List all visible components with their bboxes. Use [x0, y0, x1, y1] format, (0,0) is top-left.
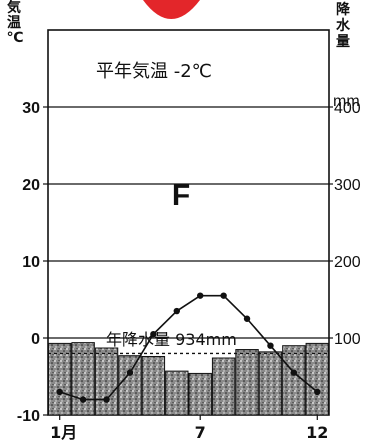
precipitation-bar: [118, 355, 142, 416]
mean-temperature-annotation: 平年気温 -2℃: [96, 61, 212, 82]
header-circle-fragment: [143, 0, 200, 19]
left-tick-label: 30: [22, 100, 40, 117]
plot-frame: [47, 29, 330, 416]
temperature-point: [197, 292, 204, 299]
precipitation-bar: [71, 342, 95, 416]
temperature-point: [243, 315, 251, 322]
temperature-point: [79, 396, 87, 403]
left-tick-label: -10: [17, 408, 40, 425]
left-axis-ticks: 30 20 10 0 -10: [17, 100, 48, 425]
right-axis-label-1: 降: [336, 1, 351, 18]
gridlines: [48, 106, 329, 339]
temperature-point: [150, 330, 157, 338]
precipitation-bar: [48, 342, 72, 416]
left-tick-label: 0: [31, 331, 40, 348]
temperature-point: [56, 388, 63, 396]
precipitation-bar: [141, 355, 166, 416]
left-axis-label-3: ℃: [7, 30, 24, 46]
temperature-point: [290, 369, 298, 376]
right-axis-ticks: 400 300 200 100: [329, 100, 361, 348]
annual-precipitation-annotation: 年降水量 934mm: [106, 330, 237, 349]
precipitation-bar: [235, 349, 259, 416]
precipitation-bar: [282, 345, 306, 416]
temperature-point: [173, 307, 180, 315]
x-tick-label: 1月: [50, 423, 77, 442]
x-tick-label: 7: [195, 423, 206, 442]
temperature-point: [314, 388, 321, 396]
temperature-point: [103, 396, 110, 403]
right-axis-label-2: 水: [336, 17, 351, 34]
left-axis-label-2: 温: [7, 15, 21, 31]
temperature-point: [220, 292, 227, 299]
left-axis-label-1: 気: [7, 0, 21, 16]
right-axis-unit: mm: [333, 93, 360, 110]
right-tick-label: 300: [334, 177, 361, 194]
chart-title: F: [172, 179, 190, 212]
precipitation-bar: [258, 351, 283, 416]
temperature-point: [126, 369, 134, 376]
right-tick-label: 100: [334, 331, 361, 348]
temperature-series: [56, 292, 321, 403]
x-tick-label: 12: [306, 423, 328, 442]
precipitation-bar: [94, 347, 119, 416]
precipitation-bar: [211, 357, 236, 416]
precipitation-bar: [165, 370, 189, 416]
left-tick-label: 10: [22, 254, 40, 271]
precipitation-bars: [48, 342, 330, 416]
x-axis-ticks: 1月 7 12: [50, 415, 328, 442]
right-axis-label-3: 量: [336, 34, 350, 50]
right-tick-label: 200: [334, 254, 361, 271]
precipitation-bar: [188, 372, 212, 416]
right-tick-label: 400: [334, 100, 361, 117]
precipitation-bar: [305, 342, 330, 416]
temperature-point: [267, 342, 274, 349]
left-tick-label: 20: [22, 177, 40, 194]
temperature-line: [59, 294, 318, 401]
